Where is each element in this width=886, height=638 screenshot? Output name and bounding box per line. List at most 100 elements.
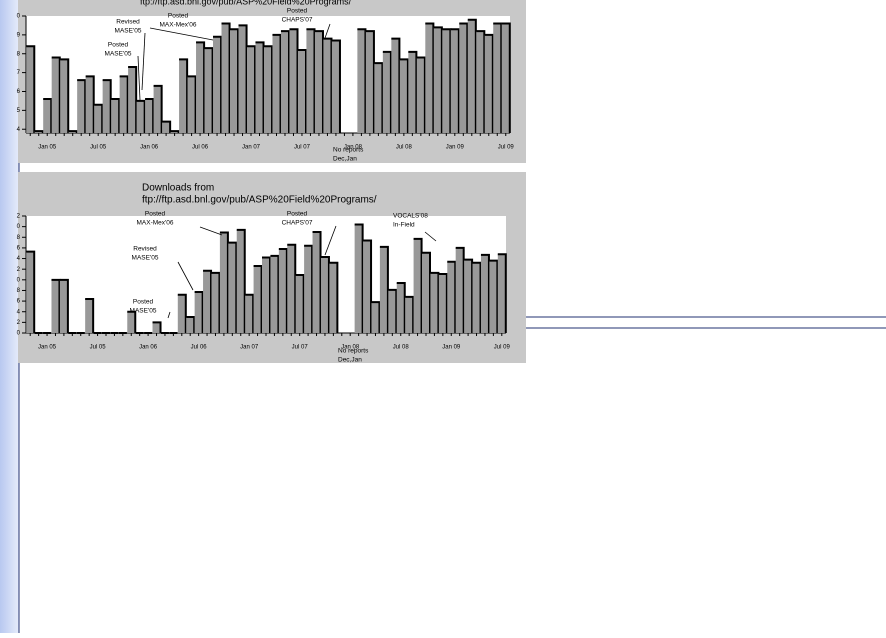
annotation: In-Field: [393, 222, 415, 229]
bar: [323, 38, 332, 134]
bar-edge: [320, 255, 330, 333]
annotation: MASE'05: [105, 51, 132, 58]
y-tick-label: 6: [17, 299, 21, 305]
bar: [179, 59, 188, 133]
bar-edge: [497, 253, 507, 333]
bar-edge: [480, 253, 490, 333]
bar: [329, 262, 338, 333]
bar-edge: [111, 98, 121, 133]
bar: [111, 99, 120, 133]
bar-edge: [196, 41, 206, 133]
x-tick-label: Jul 07: [292, 345, 309, 351]
bar-edge: [438, 272, 448, 333]
bar-edge: [405, 295, 415, 333]
annotation-arrow: [324, 23, 331, 39]
bar-edge: [51, 56, 61, 133]
annotation-arrow: [424, 231, 437, 242]
bar: [119, 76, 128, 133]
annotation: Revised: [133, 246, 157, 253]
bar-edge: [455, 246, 465, 333]
y-tick-label: 2: [17, 267, 21, 273]
bar: [128, 66, 137, 133]
x-tick-label: Jul 07: [294, 145, 311, 151]
bar: [85, 298, 94, 333]
bar-edge: [94, 103, 104, 133]
bar: [467, 19, 476, 133]
bar: [43, 99, 52, 133]
annotation-arrow: [177, 261, 194, 291]
bar-edge: [280, 30, 291, 133]
bar-edge: [136, 99, 146, 133]
bar-edge: [413, 237, 423, 333]
chart-title: Downloads from: [142, 183, 214, 194]
x-tick-label: Jul 08: [393, 345, 410, 351]
bar-edge: [263, 45, 274, 133]
bar-edge: [270, 254, 280, 333]
bar-edge: [34, 130, 44, 133]
annotation-arrow: [137, 55, 141, 101]
bar-edge: [493, 22, 503, 133]
bar: [94, 104, 103, 133]
bar: [245, 294, 254, 333]
bar: [177, 294, 186, 333]
annotation: Dec,Jan: [338, 357, 362, 364]
bar: [136, 100, 145, 133]
x-tick-label: Jan 08: [344, 145, 363, 151]
bar-edge: [85, 297, 95, 333]
annotation: CHAPS'07: [282, 17, 313, 24]
y-tick-label: 7: [17, 70, 21, 76]
chart-title: ftp://ftp.asd.bnl.gov/pub/ASP%20Field%20…: [140, 0, 352, 6]
charts: ftp://ftp.asd.bnl.gov/pub/ASP%20Field%20…: [17, 0, 526, 364]
annotation-arrow: [149, 27, 214, 41]
y-tick-label: 2: [17, 214, 21, 220]
bar: [396, 283, 405, 333]
x-tick-label: Jan 09: [446, 145, 465, 151]
annotation: Posted: [287, 211, 308, 218]
bar: [450, 29, 459, 133]
bar: [493, 23, 502, 134]
y-tick-label: 6: [17, 89, 21, 95]
bar-edge: [51, 278, 61, 333]
bar-edge: [287, 243, 297, 333]
bar: [391, 38, 400, 134]
annotation: Posted: [108, 42, 129, 49]
bar: [127, 311, 136, 333]
bar: [455, 247, 464, 333]
bar: [270, 255, 279, 333]
bar-edge: [306, 28, 316, 133]
bar: [464, 259, 473, 333]
bar: [379, 246, 388, 333]
bar: [408, 51, 417, 133]
bar-edge: [26, 45, 36, 133]
bar: [289, 29, 298, 133]
bar-edge: [102, 79, 112, 133]
bar: [280, 31, 290, 134]
bar: [331, 40, 340, 133]
bar: [246, 46, 256, 133]
bar-edge: [26, 250, 36, 333]
annotation: Posted: [168, 13, 189, 20]
bar: [187, 76, 196, 133]
bar-edge: [77, 79, 87, 133]
bar-edge: [203, 269, 213, 333]
x-tick-label: Jul 05: [90, 345, 107, 351]
bar-edge: [213, 35, 223, 133]
annotation: MASE'05: [130, 308, 157, 315]
bar-edge: [245, 293, 255, 333]
bar: [204, 48, 213, 134]
bar: [221, 23, 230, 134]
x-tick-label: Jul 06: [192, 145, 209, 151]
bar: [77, 80, 86, 133]
bar: [497, 254, 506, 333]
bar: [405, 296, 414, 333]
bar: [472, 262, 481, 333]
bar: [459, 23, 468, 134]
bar: [382, 51, 391, 133]
x-tick-label: Jan 07: [240, 345, 259, 351]
bar: [438, 273, 447, 333]
bar: [297, 49, 306, 133]
annotation-arrow: [199, 226, 223, 236]
x-tick-label: Jul 05: [90, 145, 107, 151]
y-tick-label: 5: [17, 108, 21, 114]
bar-edge: [219, 231, 229, 333]
